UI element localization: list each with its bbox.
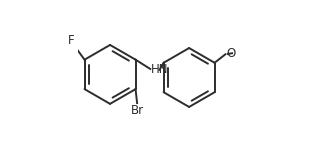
Text: Br: Br (131, 104, 144, 117)
Text: HN: HN (151, 63, 169, 76)
Text: O: O (226, 47, 235, 60)
Text: F: F (68, 34, 74, 47)
